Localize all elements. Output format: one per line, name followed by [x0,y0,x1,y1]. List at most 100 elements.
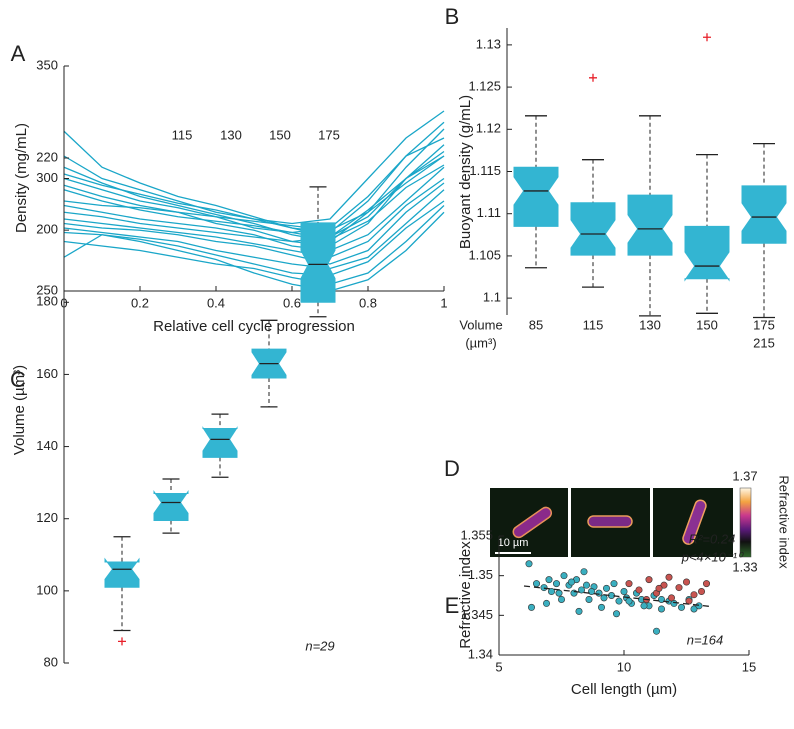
point [615,597,623,605]
y-tick-label: 250 [36,282,58,297]
y-tick-label: 300 [36,170,58,185]
annotation: n=29 [305,638,334,653]
box [300,222,336,303]
x-tick-label: 5 [495,659,502,674]
x-tick-sublabel: 215 [753,335,775,350]
point [552,580,560,588]
point [612,610,620,618]
y-tick-label: 160 [36,366,58,381]
y-tick-label: 1.13 [476,36,501,51]
x-tick-label: 130 [639,317,661,332]
y-tick-label: 80 [44,654,58,669]
density-line [63,144,445,247]
point [652,627,660,635]
point [587,588,595,596]
y-tick-label: 1.345 [460,607,493,622]
colorbar-label: Refractive index [777,475,792,569]
point [527,603,535,611]
outlier [703,33,711,42]
box [570,202,616,256]
point [597,603,605,611]
point [685,597,693,605]
point [585,595,593,603]
point [660,581,668,589]
panel-letter: B [445,4,460,29]
y-tick-label: 180 [36,294,58,309]
outlier [118,637,126,646]
point [525,560,533,568]
panel-letter: E [445,593,460,618]
bin-label: 150 [269,127,291,142]
density-line [63,200,445,276]
point [635,586,643,594]
y-tick-label: 1.11 [477,205,501,220]
x-tick-label: 1 [440,295,447,310]
point [602,584,610,592]
density-line [63,166,445,252]
point [657,595,665,603]
point [682,578,690,586]
density-line [63,164,445,240]
point [690,605,698,613]
y-axis-label: Buoyant density (g/mL) [457,95,474,249]
box [741,185,787,244]
x-tick-label: 175 [753,317,775,332]
y-tick-label: 200 [36,222,58,237]
annotation: p<4×10⁻¹⁰ [681,549,744,564]
point [567,578,575,586]
density-line [63,150,445,243]
y-tick-label: 220 [36,149,58,164]
box [684,225,730,282]
density-line [63,137,445,234]
cell [587,515,633,528]
point [555,589,563,597]
y-axis-label: Refractive index [457,541,474,649]
point [577,586,585,594]
point [702,580,710,588]
y-tick-label: 1.12 [476,121,501,136]
panel-letter: D [444,456,460,481]
point [697,588,705,596]
y-tick-label: 120 [36,510,58,525]
y-tick-label: 1.105 [468,247,501,262]
point [610,580,618,588]
point [640,602,648,610]
y-tick-label: 1.1 [483,290,501,305]
y-tick-label: 1.34 [468,646,493,661]
point [690,591,698,599]
x-tick-label: 0.2 [131,295,149,310]
x-tick-label: 10 [617,659,631,674]
x-axis-label: (µm³) [465,335,496,350]
annotation: n=164 [687,632,724,647]
point [665,573,673,581]
density-line [63,155,445,238]
box [627,194,673,256]
density-line [63,121,445,234]
annotation: R²=0.24 [689,531,736,546]
y-tick-label: 350 [36,57,58,72]
outlier [589,73,597,82]
y-axis-label: Volume (µm³) [11,365,28,455]
box [513,166,559,227]
y-tick-label: 100 [36,582,58,597]
point [620,588,628,596]
point [657,605,665,613]
point [695,602,703,610]
x-axis-label: Relative cell cycle progression [153,318,355,335]
x-tick-label: 0.6 [283,295,301,310]
point [580,568,588,576]
bin-label: 115 [172,127,193,142]
x-axis-label: Cell length (µm) [571,681,677,698]
y-tick-label: 140 [36,438,58,453]
density-line [63,128,445,243]
point [675,584,683,592]
point [547,588,555,596]
density-line [63,211,445,292]
point [545,576,553,584]
x-axis-label: Volume [459,317,502,332]
density-line [63,189,445,270]
point [677,603,685,611]
fit-line [523,585,712,608]
point [575,607,583,615]
